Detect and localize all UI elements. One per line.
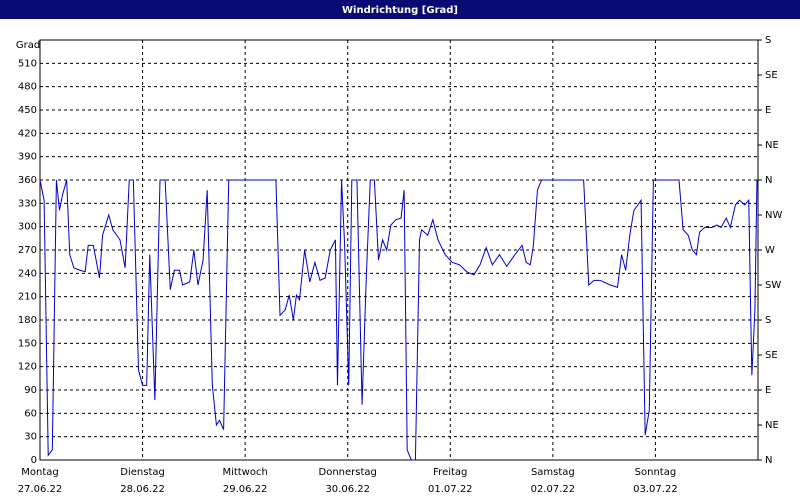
- y-tick-label: 360: [18, 175, 37, 186]
- y-tick-label: 180: [18, 315, 37, 326]
- y2-tick-label: NE: [765, 140, 779, 151]
- title-bar: [0, 0, 800, 19]
- x-tick-label: Samstag: [531, 467, 575, 478]
- x-tick-label: Freitag: [433, 467, 467, 478]
- data-line: [39, 179, 758, 461]
- y-tick-label: 480: [18, 82, 37, 93]
- y-tick-label: 510: [18, 58, 37, 69]
- chart-title: Windrichtung [Grad]: [342, 5, 458, 16]
- y2-tick-label: S: [765, 315, 771, 326]
- y2-tick-label: E: [765, 105, 771, 116]
- x-tick-date: 28.06.22: [120, 484, 165, 495]
- x-tick-date: 30.06.22: [325, 484, 370, 495]
- x-tick-label: Dienstag: [120, 467, 165, 478]
- x-tick-label: Sonntag: [635, 467, 677, 478]
- y2-tick-label: NE: [765, 420, 779, 431]
- y2-tick-label: N: [765, 175, 772, 186]
- y2-tick-label: E: [765, 385, 771, 396]
- y-tick-label: 420: [18, 128, 37, 139]
- y-tick-label: 150: [18, 338, 37, 349]
- y2-tick-label: NW: [765, 210, 782, 221]
- y-tick-label: 30: [24, 432, 37, 443]
- y-tick-label: 270: [18, 245, 37, 256]
- y-tick-label: 390: [18, 152, 37, 163]
- y2-tick-label: SE: [765, 70, 778, 81]
- y2-tick-label: W: [765, 245, 775, 256]
- x-tick-date: 02.07.22: [531, 484, 576, 495]
- y2-tick-label: SW: [765, 280, 781, 291]
- y-tick-label: 300: [18, 222, 37, 233]
- y-tick-label: 240: [18, 268, 37, 279]
- y-tick-label: 450: [18, 105, 37, 116]
- y2-tick-label: N: [765, 455, 772, 466]
- x-tick-label: Montag: [21, 467, 58, 478]
- y-tick-label: 60: [24, 408, 37, 419]
- y-tick-label: 210: [18, 292, 37, 303]
- y-tick-label: 90: [24, 385, 37, 396]
- plot-frame: [39, 39, 759, 461]
- y2-tick-label: S: [765, 35, 771, 46]
- x-tick-date: 29.06.22: [223, 484, 268, 495]
- x-tick-date: 01.07.22: [428, 484, 473, 495]
- x-tick-date: 03.07.22: [633, 484, 678, 495]
- y-tick-label: 0: [31, 455, 37, 466]
- x-tick-label: Mittwoch: [222, 467, 267, 478]
- y2-tick-label: SE: [765, 350, 778, 361]
- y-tick-label: 330: [18, 198, 37, 209]
- x-tick-date: 27.06.22: [18, 484, 63, 495]
- y-axis-label: Grad: [16, 40, 40, 51]
- y-tick-label: 120: [18, 362, 37, 373]
- x-tick-label: Donnerstag: [319, 467, 377, 478]
